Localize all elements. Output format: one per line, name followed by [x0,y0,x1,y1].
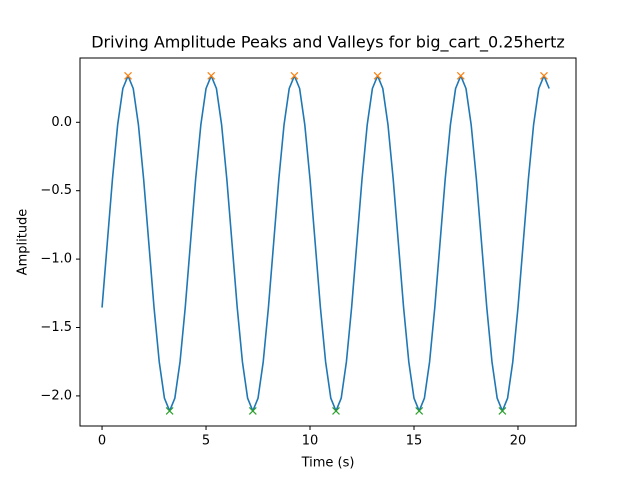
marker [540,71,548,80]
x-tick-label: 10 [302,434,319,449]
marker [456,71,465,80]
marker [415,407,424,415]
marker [373,71,382,80]
y-tick-label: 0.0 [51,115,72,130]
marker [290,71,299,80]
marker [332,407,340,415]
marker [165,407,174,415]
marker [498,407,507,415]
plot-frame [79,57,577,427]
marker [248,407,257,415]
x-tick-label: 0 [98,434,106,449]
y-tick-label: −0.5 [40,183,72,198]
x-axis-label: Time (s) [301,456,355,471]
marker [124,71,132,80]
y-tick-label: −1.5 [40,320,72,335]
x-tick-label: 5 [202,434,210,449]
y-tick-label: −2.0 [40,388,72,403]
y-axis-label: Amplitude [16,209,31,276]
chart-title: Driving Amplitude Peaks and Valleys for … [91,33,565,53]
line [101,74,550,412]
x-tick-label: 20 [510,434,527,449]
marker [207,71,216,80]
x-tick-label: 15 [406,434,423,449]
y-tick-label: −1.0 [40,252,72,267]
